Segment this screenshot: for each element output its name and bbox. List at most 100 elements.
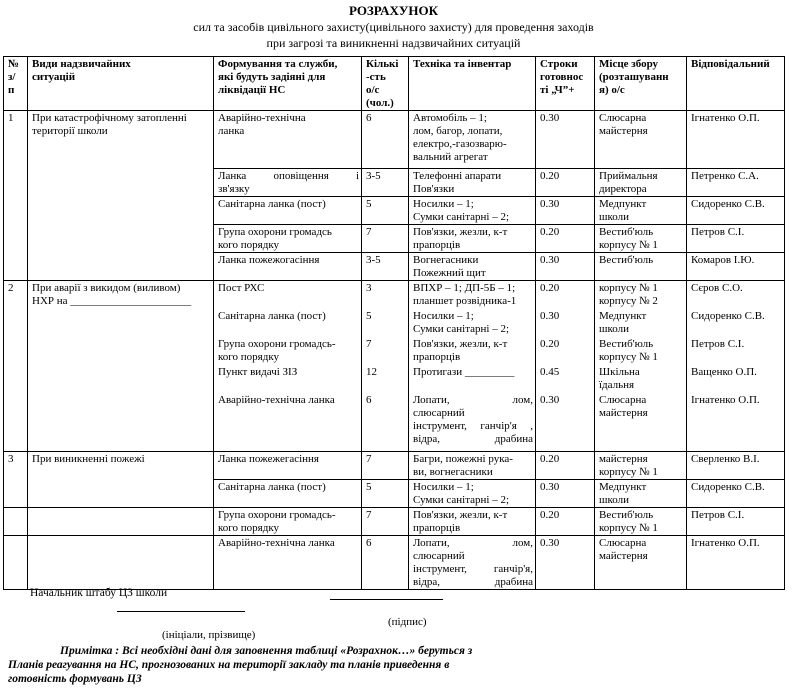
readiness-cell: 0.30 [535,392,595,452]
readiness-cell: 0.30 [535,196,595,225]
formation-cell: Санітарна ланка (пост) [213,196,362,225]
equipment-cell: Протигази _________ [408,364,536,393]
table-row: Аварійно-технічна ланка 6 Лопати, лом, с… [3,535,785,590]
formation-cell: Аварійно-технічна ланка [213,535,362,590]
equipment-cell: Пов'язки, жезли, к-т прапорців [408,507,536,536]
responsible-cell: Ващенко О.П. [686,364,785,393]
doc-subtitle-1: сил та засобів цивільного захисту(цивіль… [193,20,594,34]
responsible-cell: Сидоренко С.В. [686,196,785,225]
note-line-2: Планів реагування на НС, прогнозованих н… [8,659,450,671]
formation-cell: Група охорони громадсь- кого порядку [213,336,362,365]
header-readiness: Строки готовнос ті „Ч”+ [535,56,595,111]
equipment-cell: Телефонні апарати Пов'язки [408,168,536,197]
header-location: Місце збору (розташуванн я) о/с [594,56,687,111]
responsible-cell: Ігнатенко О.П. [686,392,785,452]
readiness-cell: 0.20 [535,336,595,365]
title-block: РОЗРАХУНОК сил та засобів цивільного зах… [3,0,784,51]
readiness-cell: 0.30 [535,535,595,590]
formation-cell: Пост РХС [213,280,362,309]
location-cell: Вестиб'юль корпусу № 1 [594,507,687,536]
table-row: Ланка оповіщення і зв'язку 3-5 Телефонні… [4,168,785,197]
count-cell: 3-5 [361,252,409,281]
count-cell: 3 [361,280,409,309]
location-cell: Вестиб'юль [594,252,687,281]
section-num-cell [3,535,28,590]
formation-cell: Ланка пожежогасіння [213,252,362,281]
equipment-cell: Носилки – 1; Сумки санітарні – 2; [408,196,536,225]
doc-title: РОЗРАХУНОК [348,3,439,18]
doc-subtitle-2: при загрозі та виникненні надзвичайних с… [266,36,521,50]
equipment-cell: Вогнегасники Пожежний щит [408,252,536,281]
section-num-cell: 3 [3,451,28,508]
table-header-row: № з/ п Види надзвичайних ситуацій Формув… [3,56,785,111]
responsible-cell: Сєров С.О. [686,280,785,309]
responsible-cell: Ігнатенко О.П. [686,535,785,590]
readiness-cell: 0.45 [535,364,595,393]
readiness-cell: 0.20 [535,451,595,480]
count-cell: 5 [361,308,409,337]
table-row: 2 При аварії з викидом (виливом) НХР на … [3,280,785,452]
formation-cell: Аварійно-технічна ланка [213,392,362,452]
readiness-cell: 0.30 [535,110,595,169]
count-cell: 7 [361,507,409,536]
table-row: Група охорони громадсь кого порядку 7 По… [4,224,785,253]
table-row: Санітарна ланка (пост) 5 Носилки – 1; Су… [4,196,785,225]
header-num: № з/ п [3,56,28,111]
signature-line [330,588,443,600]
count-cell: 7 [361,224,409,253]
location-cell: Шкільна їдальня [594,364,687,393]
table-row: Санітарна ланка (пост) 5 Носилки – 1; Су… [4,479,785,508]
equipment-cell: Багри, пожежні рука- ви, вогнегасники [408,451,536,480]
location-cell: Приймальня директора [594,168,687,197]
equipment-cell: Носилки – 1; Сумки санітарні – 2; [408,308,536,337]
count-cell: 5 [361,479,409,508]
note-line-1: Примітка : Всі необхідні дані для заповн… [60,645,473,657]
location-cell: корпусу № 1 корпусу № 2 [594,280,687,309]
section-num-cell: 1 [3,110,28,281]
formation-cell: Ланка пожежегасіння [213,451,362,480]
formation-cell: Пункт видачі ЗІЗ [213,364,362,393]
situation-cell [27,535,214,590]
table-row: Пункт видачі ЗІЗ 12 Протигази _________ … [4,364,785,393]
count-cell: 7 [361,451,409,480]
responsible-cell: Петров С.І. [686,224,785,253]
responsible-cell: Ігнатенко О.П. [686,110,785,169]
location-cell: Слюсарна майстерня [594,110,687,169]
calculation-table: № з/ п Види надзвичайних ситуацій Формув… [3,56,785,590]
count-cell: 3-5 [361,168,409,197]
responsible-cell: Петров С.І. [686,507,785,536]
equipment-cell: Лопати, лом, слюсарний інструмент, ганчі… [408,535,536,590]
responsible-cell: Сверленко В.І. [686,451,785,480]
situation-cell [27,507,214,536]
equipment-cell: Лопати, лом, слюсарний інструмент, ганчі… [408,392,536,452]
initials-line [117,600,245,612]
location-cell: Медпункт школи [594,196,687,225]
location-cell: Слюсарна майстерня [594,392,687,452]
header-equipment: Техніка та інвентар [408,56,536,111]
section-num-cell: 2 [3,280,28,452]
readiness-cell: 0.20 [535,168,595,197]
header-formation: Формування та служби, які будуть задіяні… [213,56,362,111]
situation-cell: При виникненні пожежі [27,451,214,508]
count-cell: 6 [361,110,409,169]
location-cell: Слюсарна майстерня [594,535,687,590]
formation-cell: Аварійно-технічна ланка [213,110,362,169]
responsible-cell: Сидоренко С.В. [686,479,785,508]
table-row: 1 При катастрофічному затопленні територ… [3,110,785,281]
equipment-cell: ВПХР – 1; ДП-5Б – 1; планшет розвідника-… [408,280,536,309]
table-row: Група охорони громадсь- кого порядку 7 П… [3,507,785,536]
readiness-cell: 0.30 [535,252,595,281]
section-num-cell [3,507,28,536]
responsible-cell: Сидоренко С.В. [686,308,785,337]
readiness-cell: 0.20 [535,280,595,309]
count-cell: 12 [361,364,409,393]
count-cell: 6 [361,392,409,452]
initials-caption: (ініціали, прізвище) [162,629,256,641]
readiness-cell: 0.30 [535,479,595,508]
header-responsible: Відповідальний [686,56,785,111]
location-cell: Вестиб'юль корпусу № 1 [594,224,687,253]
situation-cell: При аварії з викидом (виливом) НХР на __… [27,280,214,452]
responsible-cell: Петров С.І. [686,336,785,365]
chief-of-staff-label: Начальник штабу ЦЗ школи [30,587,168,599]
